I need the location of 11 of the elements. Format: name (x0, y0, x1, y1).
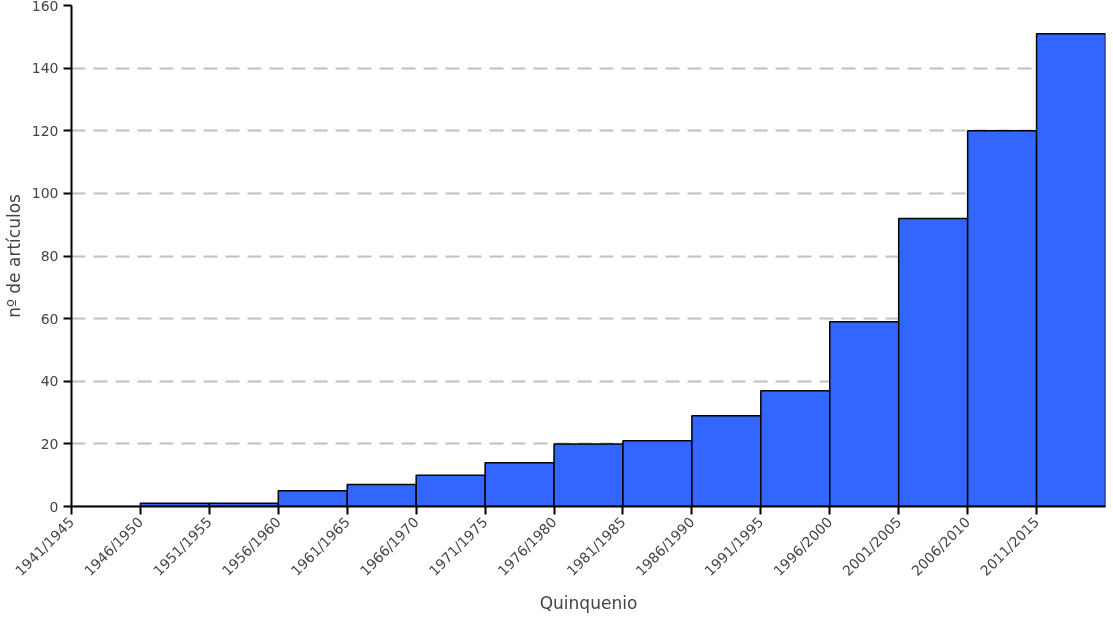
y-tick-label: 120 (31, 122, 59, 139)
y-tick-label: 0 (49, 498, 59, 515)
y-tick-label: 80 (40, 248, 59, 264)
y-tick-label: 100 (31, 185, 59, 202)
y-tick-label: 140 (31, 60, 59, 77)
y-tick-label: 60 (40, 310, 59, 327)
y-tick-label: 40 (40, 373, 59, 390)
x-axis-title: Quinquenio (539, 592, 638, 613)
y-tick-label: 20 (40, 435, 59, 452)
y-axis-title: nº de artículos (3, 193, 24, 318)
y-tick-label: 160 (31, 0, 59, 14)
